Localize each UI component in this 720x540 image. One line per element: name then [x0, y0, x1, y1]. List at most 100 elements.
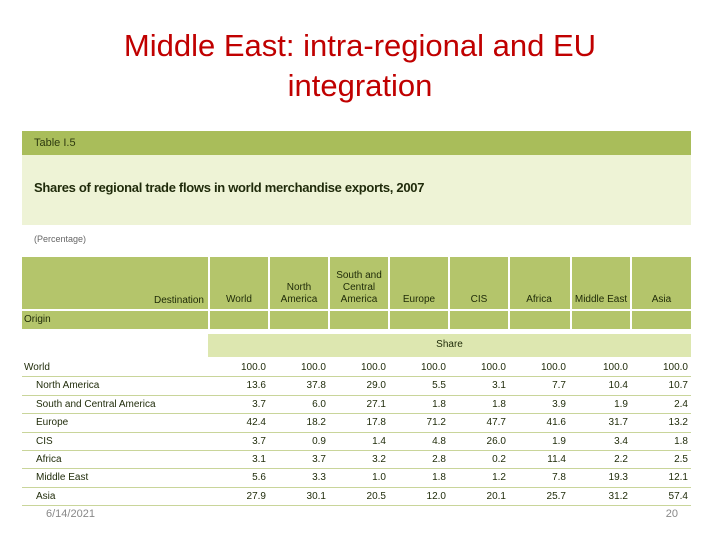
table-cell: 100.0	[540, 362, 566, 373]
table-cell: 2.2	[614, 453, 628, 465]
table-cell: 10.7	[668, 380, 688, 392]
column-header-label: CIS	[470, 294, 488, 305]
table-cell: 2.8	[432, 453, 446, 465]
table-cell: 25.7	[546, 490, 566, 502]
row-label: South and Central America	[36, 398, 156, 410]
table-cell: 27.9	[246, 490, 266, 502]
table-cell: 3.9	[552, 398, 566, 410]
origin-label: Origin	[24, 314, 51, 325]
destination-label: Destination	[153, 295, 204, 306]
table-title: Shares of regional trade flows in world …	[34, 180, 425, 195]
table-title-band: Shares of regional trade flows in world …	[22, 155, 691, 225]
footer-date: 6/14/2021	[46, 508, 95, 520]
column-header-label: Asia	[651, 294, 672, 305]
column-header: World	[208, 257, 268, 329]
table-row: South and Central America 3.7 6.0 27.1 1.8 1.…	[22, 396, 691, 415]
column-header: South and Central America	[328, 257, 388, 329]
column-header-label: Africa	[526, 294, 552, 305]
row-label: Middle East	[36, 472, 89, 484]
table-cell: 100.0	[360, 362, 386, 373]
table-cell: 29.0	[366, 380, 386, 392]
table-cell: 100.0	[420, 362, 446, 373]
table-cell: 47.7	[486, 417, 506, 429]
table-cell: 3.4	[614, 435, 628, 447]
table-cell: 27.1	[366, 398, 386, 410]
table-cell: 19.3	[608, 472, 628, 484]
slide-title-line-2: integration	[287, 68, 433, 103]
table-cell: 1.0	[372, 472, 386, 484]
table-cell: 5.5	[432, 380, 446, 392]
table-cell: 4.8	[432, 435, 446, 447]
column-header-label: North America	[280, 282, 318, 305]
table-cell: 13.2	[668, 417, 688, 429]
table-cell: 71.2	[426, 417, 446, 429]
share-label: Share	[436, 339, 463, 350]
table-cell: 37.8	[306, 380, 326, 392]
table-cell: 1.9	[614, 398, 628, 410]
table-cell: 100.0	[240, 362, 266, 373]
trade-table-figure: Table I.5 Shares of regional trade flows…	[22, 131, 691, 507]
table-cell: 13.6	[246, 380, 266, 392]
table-cell: 3.7	[252, 398, 266, 410]
table-cell: 1.2	[492, 472, 506, 484]
table-label: Table I.5	[22, 131, 691, 155]
table-cell: 3.1	[492, 380, 506, 392]
column-header: Asia	[630, 257, 691, 329]
column-header: North America	[268, 257, 328, 329]
column-header: CIS	[448, 257, 508, 329]
table-header: Destination Origin World North America Sou…	[22, 257, 691, 329]
table-unit: (Percentage)	[34, 234, 87, 244]
table-cell: 5.6	[252, 472, 266, 484]
table-row: Asia 27.9 30.1 20.5 12.0 20.1 25.7 31.2 57.4	[22, 488, 691, 507]
table-cell: 1.4	[372, 435, 386, 447]
table-cell: 100.0	[480, 362, 506, 373]
column-header: Europe	[388, 257, 448, 329]
header-divider	[22, 309, 691, 311]
table-cell: 31.2	[608, 490, 628, 502]
table-cell: 6.0	[312, 398, 326, 410]
row-label: Europe	[36, 417, 69, 429]
table-cell: 100.0	[662, 362, 688, 373]
table-cell: 0.9	[312, 435, 326, 447]
column-header-label: Europe	[402, 294, 436, 305]
column-header-label: World	[226, 294, 252, 305]
table-row: Africa 3.1 3.7 3.2 2.8 0.2 11.4 2.2 2.5	[22, 451, 691, 470]
table-body: World 100.0 100.0 100.0 100.0 100.0 100.0 100.0…	[22, 359, 691, 507]
page-number: 20	[665, 508, 678, 520]
table-cell: 3.1	[252, 453, 266, 465]
table-cell: 3.3	[312, 472, 326, 484]
slide-title: Middle East: intra-regional and EU integ…	[60, 26, 660, 106]
table-cell: 7.8	[552, 472, 566, 484]
table-cell: 1.9	[552, 435, 566, 447]
row-label: Asia	[36, 490, 56, 502]
column-header: Africa	[508, 257, 568, 329]
table-cell: 2.5	[674, 453, 688, 465]
table-cell: 17.8	[366, 417, 386, 429]
table-row: World 100.0 100.0 100.0 100.0 100.0 100.0 100.0…	[22, 359, 691, 378]
table-cell: 100.0	[602, 362, 628, 373]
row-label: Africa	[36, 453, 62, 465]
table-cell: 0.2	[492, 453, 506, 465]
table-row: Europe 42.4 18.2 17.8 71.2 47.7 41.6 31.7 13.2	[22, 414, 691, 433]
table-cell: 26.0	[486, 435, 506, 447]
table-cell: 57.4	[668, 490, 688, 502]
table-row: North America 13.6 37.8 29.0 5.5 3.1 7.7 10.4 10…	[22, 377, 691, 396]
table-cell: 100.0	[300, 362, 326, 373]
row-label: CIS	[36, 435, 53, 447]
share-band: Share	[208, 334, 691, 357]
row-label: World	[24, 362, 50, 373]
table-cell: 11.4	[547, 453, 566, 465]
table-cell: 3.2	[372, 453, 386, 465]
column-header: Middle East	[570, 257, 630, 329]
table-cell: 41.6	[546, 417, 566, 429]
table-cell: 18.2	[306, 417, 326, 429]
table-cell: 7.7	[552, 380, 566, 392]
table-row: Middle East 5.6 3.3 1.0 1.8 1.2 7.8 19.3 12.1	[22, 469, 691, 488]
row-label: North America	[36, 380, 100, 392]
table-cell: 30.1	[306, 490, 326, 502]
table-cell: 20.5	[366, 490, 386, 502]
table-cell: 2.4	[674, 398, 688, 410]
table-cell: 10.4	[608, 380, 628, 392]
slide-title-line-1: Middle East: intra-regional and EU	[123, 28, 597, 63]
table-cell: 1.8	[432, 398, 446, 410]
